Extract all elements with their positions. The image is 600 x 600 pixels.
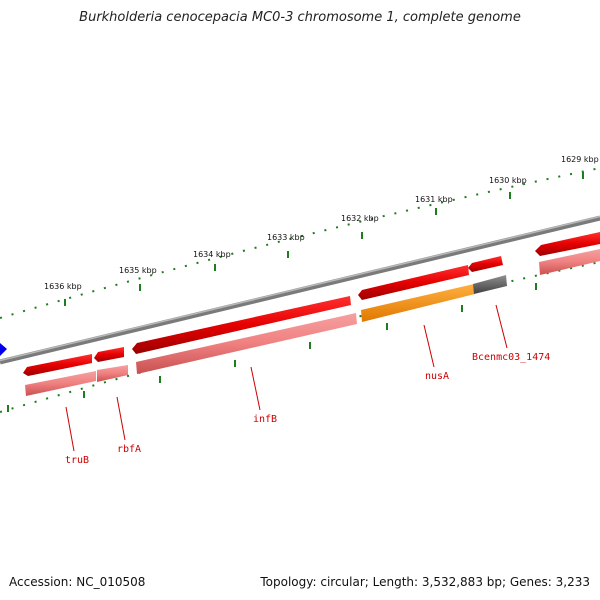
scale-label-1633: 1633 kbp xyxy=(267,233,305,242)
scale-label-1634: 1634 kbp xyxy=(193,250,231,259)
outer-tick-track xyxy=(0,167,600,319)
gene-bar-truB[interactable] xyxy=(25,371,96,396)
gene-bar-infB[interactable] xyxy=(136,313,357,374)
gene-label-rbfA[interactable]: rbfA xyxy=(117,444,141,455)
gene-arrow-1474[interactable] xyxy=(468,256,503,272)
map-title: Burkholderia cenocepacia MC0-3 chromosom… xyxy=(79,10,521,25)
inner-tick-track xyxy=(0,261,600,413)
gene-bar-right[interactable] xyxy=(539,249,600,275)
gene-arrow-nusA[interactable] xyxy=(358,265,469,300)
gene-label-nusA[interactable]: nusA xyxy=(425,371,449,382)
gene-bar-rbfA[interactable] xyxy=(97,365,128,382)
chromosome-backbone-highlight xyxy=(0,215,600,362)
cds-strand-track xyxy=(23,232,600,376)
gene-arrow-right[interactable] xyxy=(535,232,600,256)
gene-arrow-rbfA[interactable] xyxy=(94,347,124,362)
scale-label-1635: 1635 kbp xyxy=(119,266,157,275)
gene-bar-nusA[interactable] xyxy=(361,284,475,322)
scale-label-1630: 1630 kbp xyxy=(489,176,527,185)
gene-bar-1474[interactable] xyxy=(473,275,507,294)
gene-leader-lines xyxy=(65,304,508,452)
genome-summary-text: Topology: circular; Length: 3,532,883 bp… xyxy=(260,575,590,589)
scale-label-1629: 1629 kbp xyxy=(561,155,599,164)
outer-major-ticks xyxy=(64,172,584,306)
chromosome-backbone xyxy=(0,215,600,365)
gene-label-infB[interactable]: infB xyxy=(253,414,277,425)
gene-label-1474[interactable]: Bcenmc03_1474 xyxy=(472,352,550,363)
gene-arrow-truB[interactable] xyxy=(23,354,92,376)
scale-label-1636: 1636 kbp xyxy=(44,282,82,291)
gene-arrow-infB[interactable] xyxy=(132,296,351,354)
gene-track xyxy=(25,249,600,396)
scale-label-1632: 1632 kbp xyxy=(341,214,379,223)
gene-label-truB[interactable]: truB xyxy=(65,455,89,466)
position-marker-icon[interactable] xyxy=(0,343,7,356)
inner-major-ticks xyxy=(7,283,537,412)
accession-text: Accession: NC_010508 xyxy=(9,575,146,589)
scale-label-1631: 1631 kbp xyxy=(415,195,453,204)
